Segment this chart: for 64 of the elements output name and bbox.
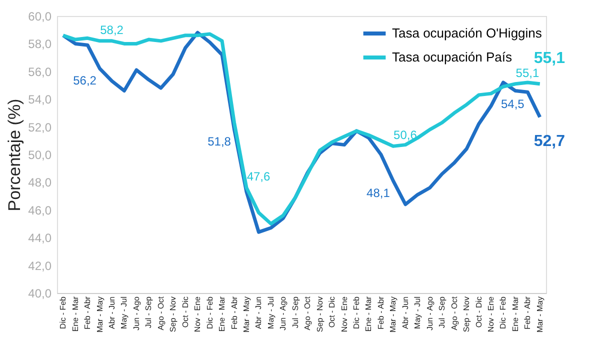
y-axis-title: Porcentaje (%) [5,98,24,212]
x-tick-label: Feb - Abr [523,296,532,330]
x-tick-label: May - Jul [413,296,422,329]
x-tick-label: Nov - Ene [340,296,349,332]
x-tick-label: Jun - Ago [425,296,434,330]
data-label: 55,1 [516,66,540,80]
x-tick-label: Feb - Abr [83,296,92,330]
y-tick-label: 60,0 [28,10,52,24]
x-tick-label: Sep - Nov [462,296,472,332]
x-tick-label: Jun - Ago [278,296,288,330]
x-tick-label: Ago - Oct [450,296,459,330]
x-tick-label: Ene - Mar [218,296,227,332]
data-label: 50,6 [394,128,418,142]
data-label: 54,5 [500,97,525,112]
x-tick-label: Nov - Ene [486,296,496,332]
data-label: 55,1 [534,50,566,67]
x-tick-label: May - Jul [120,296,129,329]
x-tick-label: Oct - Dic [180,296,190,328]
x-tick-label: Feb - Abr [376,296,386,330]
x-tick-label: Nov - Ene [193,296,202,332]
x-tick-label: Sep - Nov [168,296,178,332]
x-tick-label: Feb - Abr [230,296,239,330]
x-tick-label: Mar - May [242,296,251,332]
data-label: 52,7 [534,133,566,150]
legend-label: Tasa ocupación O'Higgins [392,26,542,40]
x-tick-label: Jul - Sep [438,296,447,328]
y-tick-label: 50,0 [28,148,52,162]
x-tick-label: Oct - Dic [474,296,484,328]
x-tick-label: Jul - Sep [290,296,300,328]
x-tick-label: Abr - Jun [400,296,410,329]
x-tick-label: Abr - Jun [254,296,264,329]
y-tick-label: 44,0 [28,231,52,246]
data-label: 51,8 [208,134,232,149]
x-tick-label: Oct - Dic [328,296,337,328]
x-tick-label: Ene - Mar [70,296,80,332]
y-tick-label: 40,0 [28,286,52,300]
data-label: 48,1 [366,186,390,200]
x-tick-label: Mar - May [535,296,544,332]
data-label: 58,2 [100,22,124,37]
y-tick-label: 56,0 [28,64,52,79]
y-tick-label: 46,0 [28,203,52,218]
x-tick-label: Dic - Feb [58,296,68,329]
x-tick-label: Dic - Feb [205,296,214,329]
y-tick-label: 52,0 [28,120,52,134]
y-tick-label: 58,0 [28,37,52,52]
x-tick-label: Ago - Oct [303,296,312,330]
x-tick-label: Dic - Feb [352,296,362,329]
x-tick-label: Ene - Mar [364,296,374,332]
x-tick-label: Jun - Ago [132,296,141,330]
x-tick-label: Abr - Jun [108,296,117,329]
x-tick-label: Jul - Sep [144,296,154,328]
x-tick-label: Ene - Mar [510,296,520,332]
x-tick-label: Mar - May [388,296,398,332]
x-tick-label: Dic - Feb [498,296,508,329]
x-tick-label: Mar - May [95,296,104,332]
y-tick-label: 48,0 [28,176,52,190]
legend-label: Tasa ocupación País [392,50,512,64]
x-tick-label: Ago - Oct [156,296,166,330]
y-tick-label: 42,0 [28,258,52,273]
y-tick-label: 54,0 [28,92,52,107]
data-label: 56,2 [73,74,97,88]
x-tick-label: Sep - Nov [315,296,324,332]
data-label: 47,6 [246,170,270,184]
x-tick-label: May - Jul [266,296,276,329]
